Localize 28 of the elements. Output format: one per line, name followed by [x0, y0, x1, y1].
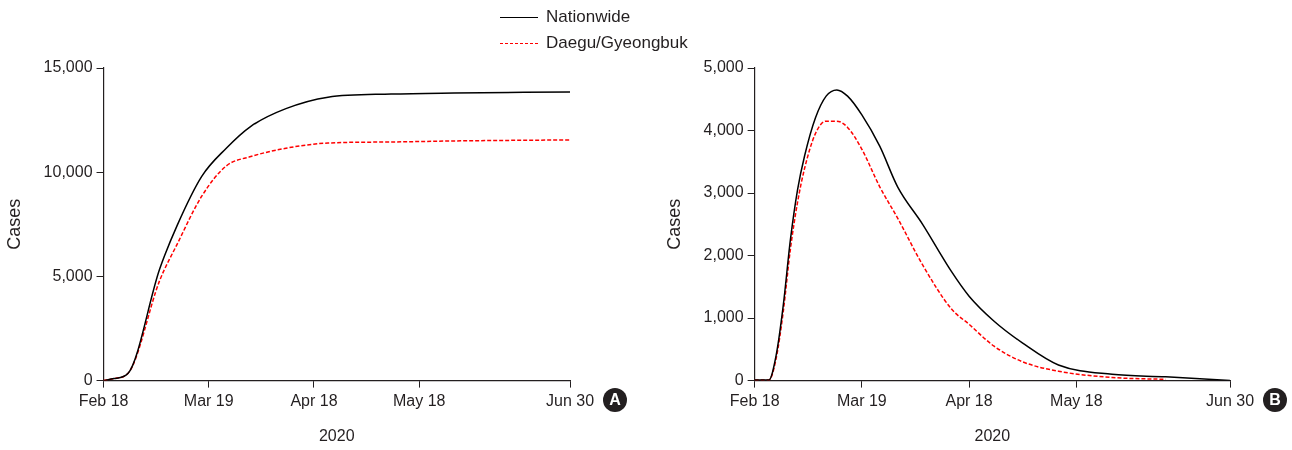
x-axis-title: 2020	[974, 426, 1011, 444]
x-tick-label: May 18	[1050, 391, 1103, 409]
x-tick-label: Apr 18	[945, 391, 993, 409]
y-tick-label: 10,000	[43, 162, 93, 180]
y-tick-label: 15,000	[43, 58, 93, 76]
x-tick-label: Feb 18	[78, 391, 129, 409]
y-tick-label: 3,000	[703, 183, 744, 201]
x-tick-label: Feb 18	[729, 391, 780, 409]
legend-label: Nationwide	[546, 7, 631, 27]
x-tick-label: Apr 18	[290, 391, 338, 409]
panel-badge: A	[603, 388, 627, 412]
y-tick-label: 0	[734, 371, 744, 389]
y-axis-title: Cases	[663, 198, 684, 250]
x-axis-title: 2020	[318, 426, 355, 444]
y-tick-label: 1,000	[703, 308, 744, 326]
legend-label: Daegu/Gyeongbuk	[546, 33, 688, 53]
y-tick-label: 2,000	[703, 245, 744, 263]
y-axis-title: Cases	[3, 198, 24, 250]
panel-badge: B	[1263, 388, 1287, 412]
x-tick-label: Mar 19	[183, 391, 234, 409]
x-tick-label: May 18	[392, 391, 446, 409]
y-tick-label: 4,000	[703, 120, 744, 138]
x-tick-label: Jun 30	[1205, 391, 1255, 409]
x-tick-label: Mar 19	[836, 391, 887, 409]
y-tick-label: 0	[83, 371, 93, 389]
y-tick-label: 5,000	[703, 58, 744, 76]
x-tick-label: Jun 30	[545, 391, 595, 409]
y-tick-label: 5,000	[52, 266, 93, 284]
